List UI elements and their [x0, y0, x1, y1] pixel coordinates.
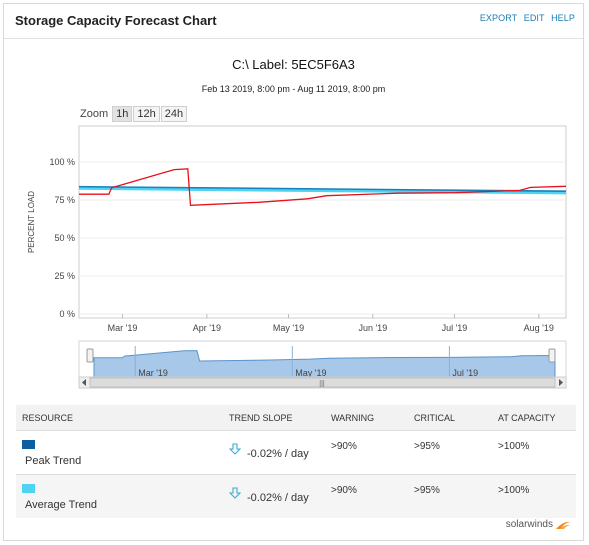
resource-name: Average Trend — [25, 499, 97, 511]
arrow-down-icon — [229, 487, 241, 499]
zoom-controls: Zoom 1h 12h 24h — [80, 106, 188, 122]
y-axis-label: PERCENT LOAD — [27, 191, 36, 253]
trend-slope-value: -0.02% / day — [247, 448, 309, 460]
average-trend-swatch — [22, 484, 35, 493]
navigator-tick-label: Jul '19 — [452, 368, 478, 378]
y-tick-label: 100 % — [49, 157, 75, 167]
x-tick-label: Jun '19 — [358, 323, 387, 333]
resource-name: Peak Trend — [25, 455, 82, 467]
scroll-grip-icon: ||| — [319, 381, 325, 388]
edit-link[interactable]: EDIT — [523, 13, 545, 23]
panel-title: Storage Capacity Forecast Chart — [15, 13, 217, 28]
storage-forecast-panel: Storage Capacity Forecast Chart EXPORT E… — [3, 3, 584, 541]
panel-header: Storage Capacity Forecast Chart EXPORT E… — [4, 4, 583, 39]
zoom-24h-button[interactable]: 24h — [160, 106, 188, 122]
zoom-label: Zoom — [80, 108, 109, 120]
chart-title: C:\ Label: 5EC5F6A3 — [232, 57, 355, 72]
header-warning: WARNING — [331, 413, 375, 423]
brand-name: solarwinds — [505, 519, 553, 530]
header-resource: RESOURCE — [22, 413, 74, 423]
plot-area — [78, 125, 567, 319]
navigator-tick-label: May '19 — [295, 368, 326, 378]
navigator-right-handle[interactable] — [548, 348, 556, 363]
warning-value: >90% — [331, 485, 357, 496]
y-tick-label: 25 % — [54, 271, 75, 281]
solarwinds-brand: solarwinds — [506, 519, 571, 530]
arrow-down-icon — [229, 443, 241, 455]
header-at-capacity: AT CAPACITY — [498, 413, 556, 423]
table-header: RESOURCE TREND SLOPE WARNING CRITICAL AT… — [16, 405, 576, 430]
range-navigator[interactable]: Mar '19 May '19 Jul '19 ||| — [78, 340, 567, 389]
chart-date-range: Feb 13 2019, 8:00 pm - Aug 11 2019, 8:00… — [201, 84, 386, 94]
header-trend-slope: TREND SLOPE — [229, 413, 293, 423]
navigator-area — [93, 350, 556, 378]
navigator-tick-label: Mar '19 — [138, 368, 168, 378]
capacity-value: >100% — [498, 485, 530, 496]
series-line-0 — [78, 185, 567, 193]
navigator-left-handle[interactable] — [86, 348, 94, 363]
x-tick-label: Apr '19 — [193, 323, 221, 333]
forecast-chart: 100 % 75 % 50 % 25 % 0 % Mar '19 Apr '19 May '… — [27, 125, 567, 389]
y-tick-label: 50 % — [54, 233, 75, 243]
solarwinds-logo-icon — [556, 521, 570, 529]
series-line-2 — [79, 168, 567, 206]
peak-trend-swatch — [22, 440, 35, 449]
export-link[interactable]: EXPORT — [479, 13, 518, 23]
table-row: Average Trend -0.02% / day >90% >95% >10… — [16, 474, 576, 518]
zoom-12h-button[interactable]: 12h — [133, 106, 160, 122]
navigator-scroll-thumb[interactable] — [89, 377, 556, 388]
header-critical: CRITICAL — [414, 413, 456, 423]
zoom-1h-button[interactable]: 1h — [112, 106, 133, 122]
table-row: Peak Trend -0.02% / day >90% >95% >100% — [16, 430, 576, 474]
x-tick-label: May '19 — [273, 323, 304, 333]
header-links: EXPORT EDIT HELP — [476, 13, 575, 23]
trend-slope-value: -0.02% / day — [247, 492, 309, 504]
help-link[interactable]: HELP — [551, 13, 575, 23]
forecast-table: RESOURCE TREND SLOPE WARNING CRITICAL AT… — [16, 405, 576, 518]
series-line-1 — [78, 187, 567, 195]
scroll-right-arrow-icon[interactable] — [559, 379, 563, 386]
scroll-left-arrow-icon[interactable] — [82, 379, 86, 386]
x-tick-label: Jul '19 — [442, 323, 468, 333]
x-tick-label: Aug '19 — [524, 323, 554, 333]
y-tick-label: 75 % — [54, 195, 75, 205]
warning-value: >90% — [331, 441, 357, 452]
capacity-value: >100% — [498, 441, 530, 452]
critical-value: >95% — [414, 485, 440, 496]
critical-value: >95% — [414, 441, 440, 452]
x-tick-label: Mar '19 — [108, 323, 138, 333]
y-tick-label: 0 % — [59, 309, 75, 319]
